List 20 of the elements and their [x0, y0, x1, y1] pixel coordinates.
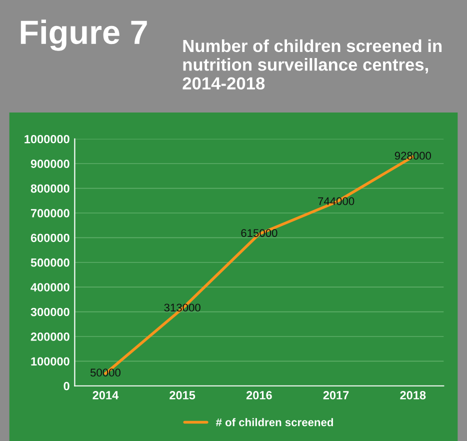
- x-tick-label: 2016: [246, 391, 272, 400]
- y-tick-label: 900000: [30, 160, 70, 168]
- y-tick-label: 100000: [31, 357, 70, 366]
- chart-subtitle: Number of children screened in nutrition surveillance centres, 2014-2018: [182, 39, 442, 90]
- chart-title: Figure 7: [20, 20, 147, 51]
- y-tick-label: 700000: [30, 209, 70, 218]
- x-tick-label: 2014: [92, 391, 119, 400]
- y-tick-label: 400000: [30, 283, 70, 292]
- legend-label: # of children screened: [216, 418, 333, 426]
- y-tick-label: 1000000: [24, 134, 70, 144]
- x-tick-label: 2017: [323, 391, 349, 400]
- y-tick-label: 500000: [30, 258, 70, 267]
- y-tick-label: 600000: [30, 234, 70, 242]
- y-tick-label: 300000: [30, 308, 70, 316]
- y-tick-label: 0: [64, 382, 70, 390]
- data-label: 928000: [394, 152, 432, 160]
- x-tick-label: 2018: [400, 391, 426, 400]
- y-tick-label: 200000: [30, 332, 70, 341]
- y-tick-label: 800000: [30, 184, 70, 193]
- x-tick-label: 2015: [170, 391, 196, 400]
